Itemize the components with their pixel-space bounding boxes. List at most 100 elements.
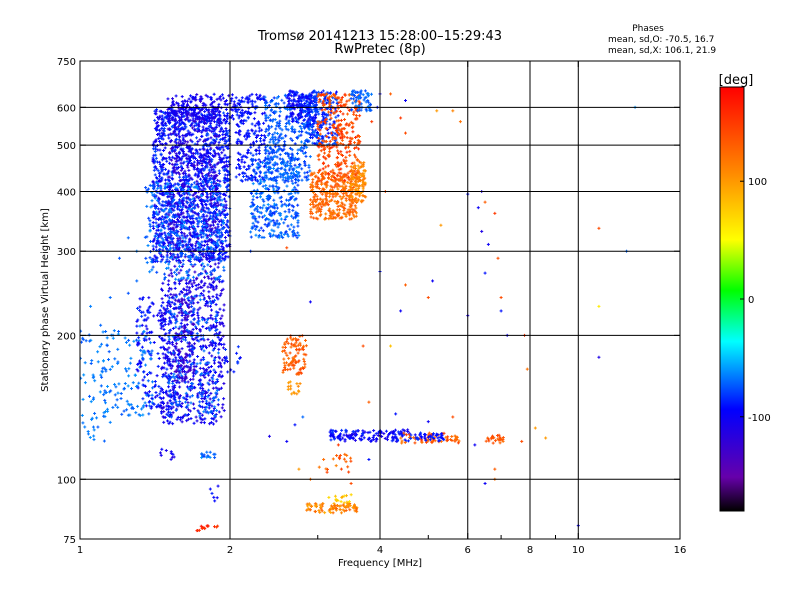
- data-point: [341, 112, 345, 116]
- data-point: [195, 419, 199, 423]
- data-point: [328, 192, 332, 196]
- data-point: [132, 339, 136, 343]
- data-point: [263, 222, 267, 226]
- data-point: [144, 186, 148, 190]
- data-point: [178, 108, 182, 112]
- data-point: [108, 367, 112, 371]
- data-point: [226, 112, 230, 116]
- data-point: [339, 118, 343, 122]
- data-point: [177, 282, 181, 286]
- data-point: [152, 153, 156, 157]
- data-point: [275, 131, 279, 135]
- data-point: [315, 194, 319, 198]
- data-point: [147, 412, 151, 416]
- data-point: [153, 379, 157, 383]
- data-point: [358, 114, 362, 118]
- data-point: [117, 382, 121, 386]
- data-point: [89, 400, 93, 404]
- data-point: [165, 304, 169, 308]
- data-point: [282, 221, 286, 225]
- data-point: [221, 133, 225, 137]
- data-point: [166, 97, 170, 101]
- data-point: [167, 273, 171, 277]
- data-point: [218, 307, 222, 311]
- data-point: [289, 223, 293, 227]
- data-point: [219, 259, 223, 263]
- data-point: [131, 381, 135, 385]
- data-point: [115, 398, 119, 402]
- data-point: [104, 369, 108, 373]
- data-point: [167, 136, 171, 140]
- data-point: [179, 268, 183, 272]
- data-point: [174, 138, 178, 142]
- data-point: [251, 182, 255, 186]
- data-point: [220, 93, 224, 97]
- data-point: [308, 155, 312, 159]
- data-point: [144, 404, 148, 408]
- data-point: [162, 148, 166, 152]
- data-point: [354, 113, 358, 117]
- data-point: [157, 311, 161, 315]
- data-point: [135, 324, 139, 328]
- data-point: [278, 153, 282, 157]
- data-point: [83, 425, 87, 429]
- data-point: [169, 271, 173, 275]
- data-point: [225, 117, 229, 121]
- data-point: [300, 167, 304, 171]
- data-point: [187, 97, 191, 101]
- data-point: [207, 178, 211, 182]
- data-point: [255, 139, 259, 143]
- data-point: [162, 328, 166, 332]
- data-point: [84, 339, 88, 343]
- data-point: [248, 94, 252, 98]
- data-point: [191, 126, 195, 130]
- data-point: [234, 175, 238, 179]
- data-point: [154, 156, 158, 160]
- data-point: [105, 407, 109, 411]
- data-point: [111, 336, 115, 340]
- data-point: [93, 411, 97, 415]
- data-point: [222, 192, 226, 196]
- data-point: [327, 110, 331, 114]
- data-point: [160, 158, 164, 162]
- data-point: [296, 183, 300, 187]
- data-point: [237, 108, 241, 112]
- data-point: [117, 329, 121, 333]
- data-point: [110, 365, 114, 369]
- data-point: [130, 387, 134, 391]
- data-points: [80, 89, 637, 533]
- data-point: [196, 355, 200, 359]
- data-point: [279, 200, 283, 204]
- data-point: [182, 176, 186, 180]
- data-point: [203, 275, 207, 279]
- data-point: [144, 256, 148, 260]
- data-point: [165, 159, 169, 163]
- data-point: [146, 244, 150, 248]
- data-point: [240, 108, 244, 112]
- data-point: [207, 260, 211, 264]
- data-point: [214, 419, 218, 423]
- data-point: [154, 138, 158, 142]
- stats-title: Phases: [632, 24, 664, 34]
- data-point: [190, 151, 194, 155]
- data-point: [186, 165, 190, 169]
- data-point: [138, 308, 142, 312]
- data-point: [170, 300, 174, 304]
- data-point: [253, 111, 257, 115]
- data-point: [283, 168, 287, 172]
- data-point: [192, 124, 196, 128]
- data-point: [165, 419, 169, 423]
- data-point: [92, 438, 96, 442]
- data-point: [219, 317, 223, 321]
- data-point: [177, 271, 181, 275]
- data-point: [345, 150, 349, 154]
- data-point: [304, 154, 308, 158]
- data-point: [328, 122, 332, 126]
- data-point: [333, 199, 337, 203]
- data-point: [171, 246, 175, 250]
- data-point: [340, 138, 344, 142]
- data-point: [182, 160, 186, 164]
- data-point: [311, 178, 315, 182]
- data-point: [308, 202, 312, 206]
- data-point: [163, 338, 167, 342]
